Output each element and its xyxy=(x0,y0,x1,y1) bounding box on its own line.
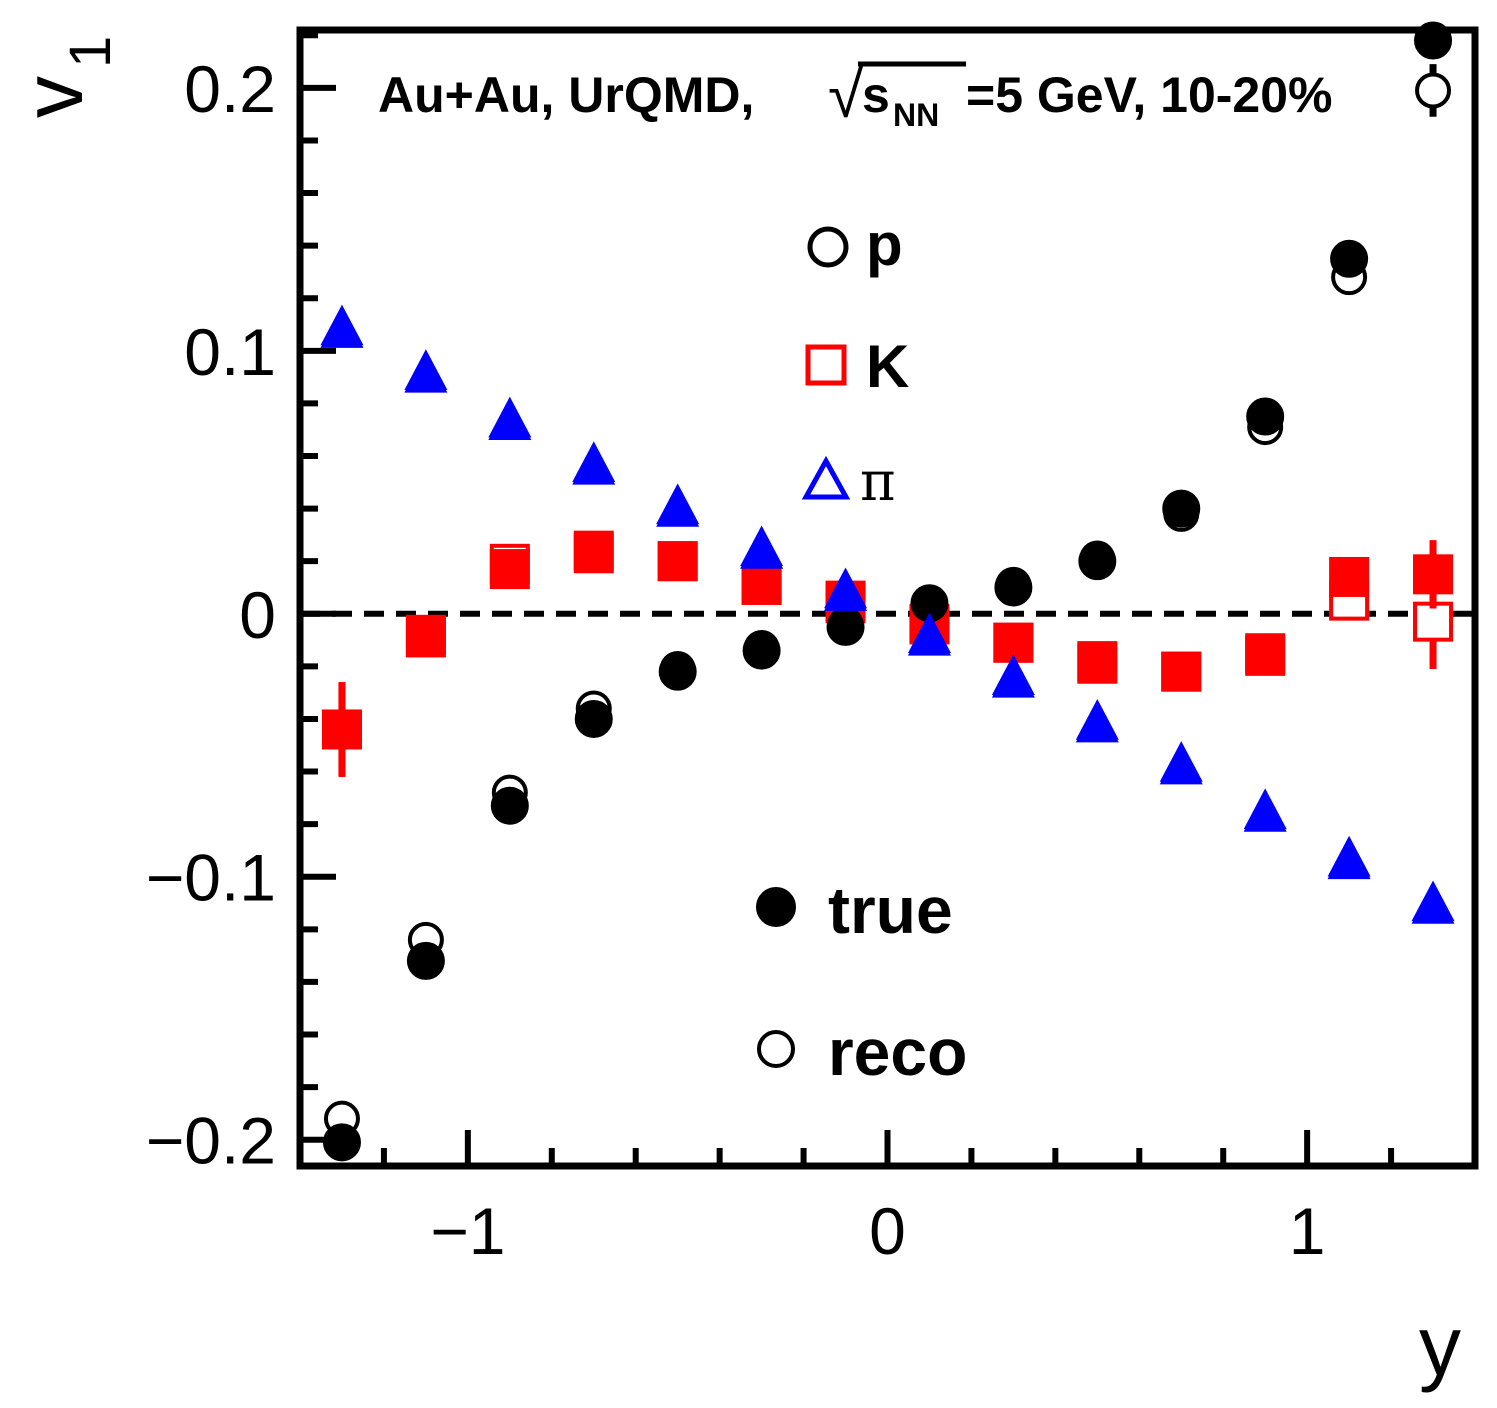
point-k-true xyxy=(1077,641,1118,682)
point-p-true xyxy=(322,1123,361,1162)
point-p-reco xyxy=(1415,72,1452,109)
legend-marker-reco xyxy=(757,1030,795,1068)
legend-marker-k xyxy=(805,344,847,386)
point-pi-true xyxy=(1075,699,1119,740)
point-k-true xyxy=(1413,554,1454,595)
point-p-true xyxy=(1246,397,1285,436)
annotation-sqrt: √ xyxy=(828,59,864,131)
x-tick-label: 1 xyxy=(1289,1194,1326,1268)
point-pi-true xyxy=(907,612,951,653)
point-k-true xyxy=(741,564,782,605)
point-k-true xyxy=(573,533,614,574)
point-k-true xyxy=(1245,633,1286,674)
species-legend: p K π xyxy=(801,211,909,513)
legend-label-reco: reco xyxy=(828,1015,967,1089)
point-p-true xyxy=(742,631,781,670)
point-k-true xyxy=(489,549,530,590)
annotation-s: s xyxy=(862,67,890,123)
axis-ticks-layer xyxy=(297,32,1478,1166)
point-p-true xyxy=(1330,239,1369,278)
point-k-true xyxy=(405,617,446,658)
point-k-true xyxy=(321,709,362,750)
point-pi-true xyxy=(991,654,1035,696)
point-p-true xyxy=(658,652,697,691)
y-tick-label: 0.1 xyxy=(184,315,276,389)
legend-label-k: K xyxy=(866,333,909,400)
y-tick-label: 0.2 xyxy=(184,52,276,126)
point-p-true xyxy=(1162,489,1201,528)
y-axis-title: v 1 xyxy=(6,36,123,118)
point-p-true xyxy=(826,607,865,646)
plot-frame xyxy=(296,26,1479,1170)
point-pi-true xyxy=(404,349,448,390)
legend-marker-p xyxy=(807,226,849,268)
point-pi-true xyxy=(1243,788,1287,830)
y-axis-title-sub: 1 xyxy=(58,36,123,68)
legend-label-pi: π xyxy=(860,450,896,513)
y-axis-title-main: v xyxy=(6,76,100,118)
point-pi-true xyxy=(1159,741,1203,782)
tick-labels-layer: −0.2 −0.1 0 0.1 0.2 −1 0 1 xyxy=(146,52,1326,1268)
x-axis-title: y xyxy=(1419,1299,1461,1393)
y-tick-label: −0.2 xyxy=(146,1104,276,1178)
point-pi-true xyxy=(1327,835,1371,877)
point-pi-true xyxy=(740,525,784,567)
annotation-subscript: NN xyxy=(893,97,939,133)
point-pi-true xyxy=(572,441,616,483)
y-tick-label: −0.1 xyxy=(146,841,276,915)
point-p-true xyxy=(994,568,1033,607)
point-pi-true xyxy=(824,567,868,609)
point-k-true xyxy=(1329,556,1370,597)
legend-label-p: p xyxy=(866,211,903,278)
point-pi-true xyxy=(488,396,532,438)
annotation-prefix: Au+Au, UrQMD, xyxy=(378,67,754,123)
x-tick-label: −1 xyxy=(430,1194,505,1268)
point-k-true xyxy=(657,541,698,582)
point-pi-true xyxy=(1411,880,1455,922)
point-pi-true xyxy=(320,304,364,346)
data-points-layer xyxy=(320,21,1455,1162)
legend-label-true: true xyxy=(828,873,953,947)
point-k-reco xyxy=(1413,601,1454,642)
legend-marker-true xyxy=(756,887,796,927)
point-p-true xyxy=(406,941,445,980)
annotation-suffix: =5 GeV, 10-20% xyxy=(966,67,1332,123)
point-p-true xyxy=(574,699,613,738)
legend-marker-pi xyxy=(801,455,851,500)
x-tick-label: 0 xyxy=(869,1194,906,1268)
point-p-true xyxy=(490,786,529,825)
y-tick-label: 0 xyxy=(239,578,276,652)
point-pi-true xyxy=(656,483,700,525)
point-p-true xyxy=(1078,542,1117,581)
point-k-true xyxy=(1161,651,1202,692)
type-legend: true reco xyxy=(756,873,967,1089)
chart-annotation: Au+Au, UrQMD, √ s NN =5 GeV, 10-20% xyxy=(378,59,1332,133)
